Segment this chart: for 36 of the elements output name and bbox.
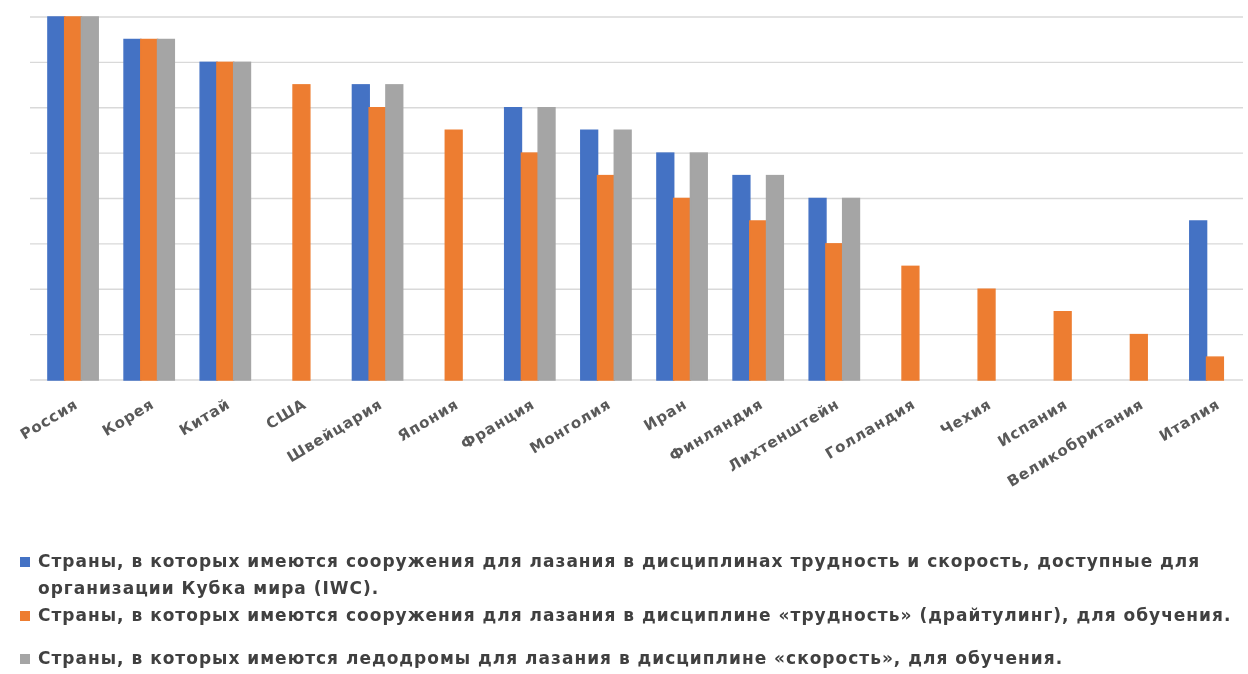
legend-label: Страны, в которых имеются сооружения для лазания в дисциплинах трудность и скорость, доступные для организации Кубка мира (IWC). (38, 550, 1202, 600)
bar (1205, 356, 1225, 381)
bar (199, 61, 218, 381)
bar (1189, 220, 1208, 381)
bar (656, 152, 675, 381)
bar (841, 197, 861, 381)
bar (63, 16, 83, 381)
bar (613, 129, 632, 381)
bar (1053, 311, 1072, 381)
bar (368, 107, 387, 381)
bar (537, 107, 556, 381)
bar (385, 84, 404, 381)
bar (732, 174, 751, 381)
bar (596, 174, 616, 381)
bar (689, 152, 708, 381)
bar (749, 220, 768, 381)
bar (977, 288, 996, 381)
bar (80, 16, 99, 381)
bar (580, 129, 599, 381)
bar (503, 107, 523, 381)
legend-label: Страны, в которых имеются сооружения для лазания в дисциплине «трудность» (драйтулинг), для обучения. (38, 604, 1232, 627)
bar (672, 197, 692, 381)
bar (1129, 333, 1148, 381)
bar (232, 61, 252, 381)
bar (825, 243, 844, 381)
bar (901, 265, 920, 381)
bar (140, 38, 159, 381)
bar (808, 197, 827, 381)
bar (156, 38, 176, 381)
bar (216, 61, 235, 381)
bar (47, 16, 66, 381)
bar (765, 174, 785, 381)
bar (292, 84, 311, 381)
legend-label: Страны, в которых имеются ледодромы для лазания в дисциплине «скорость», для обучения. (38, 647, 1064, 670)
bar (123, 38, 142, 381)
bar (444, 129, 463, 381)
